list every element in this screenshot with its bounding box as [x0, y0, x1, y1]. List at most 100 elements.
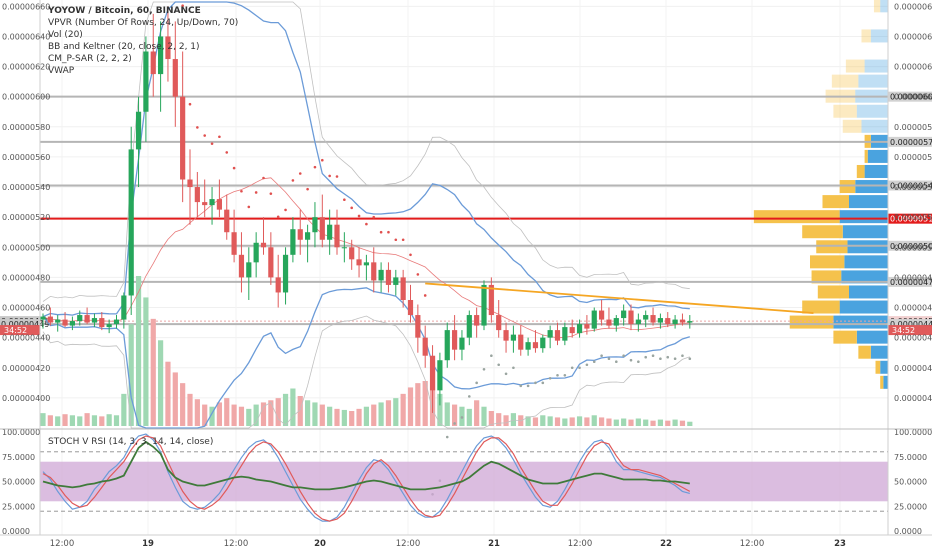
price-tick-right: 0.00000540	[894, 183, 932, 192]
candle-body	[679, 319, 686, 323]
candle-body	[657, 318, 663, 323]
candle-body	[231, 232, 237, 255]
candle-body	[297, 229, 303, 240]
vp-down-bar	[839, 180, 856, 194]
stoch-tick-right: 75.0000	[894, 453, 927, 462]
candle-body	[143, 51, 149, 112]
countdown-left-bg	[0, 325, 40, 336]
volume-bar	[246, 408, 252, 426]
volume-bar	[187, 393, 193, 426]
volume-bar	[584, 417, 590, 426]
psar-dot	[276, 215, 280, 219]
psar-dot	[335, 175, 339, 178]
psar-dot	[548, 377, 552, 380]
vp-up-bar	[856, 104, 888, 118]
psar-dot	[225, 151, 229, 154]
stoch-rsi-pane[interactable]: 100.0000 100.0000 75.0000 75.0000 50.0000 50.…	[2, 428, 932, 536]
volume-bar	[569, 417, 575, 426]
volume-bar	[209, 406, 215, 426]
volume-bar	[128, 324, 134, 426]
candle-body	[312, 217, 318, 233]
volume-bar	[106, 414, 112, 426]
stoch-tick-left: 25.0000	[2, 502, 35, 511]
time-tick: 19	[142, 539, 154, 549]
candle-body	[216, 199, 222, 210]
psar-dot	[497, 363, 501, 367]
psar-dot	[666, 355, 670, 359]
psar-dot	[541, 381, 545, 385]
candle-body	[62, 319, 68, 326]
psar-dot	[637, 360, 640, 364]
candle-body	[481, 284, 487, 326]
candle-body	[91, 318, 98, 323]
level-label-bg	[888, 91, 932, 102]
volume-bar	[650, 420, 656, 426]
volume-bar	[481, 406, 487, 426]
candle-body	[400, 277, 406, 300]
candle-body	[518, 334, 524, 350]
vp-up-bar	[858, 74, 888, 88]
stoch-series-0	[42, 433, 690, 522]
trendline[interactable]	[425, 282, 814, 314]
vp-down-bar	[802, 225, 843, 239]
candle-body	[474, 315, 480, 326]
candle-body	[606, 319, 612, 326]
indicator-vpvr[interactable]: VPVR (Number Of Rows, 24, Up/Down, 70)	[48, 18, 238, 28]
psar-dot	[512, 366, 515, 370]
candles[interactable]	[40, 0, 693, 496]
candle-body	[356, 259, 362, 266]
vp-down-bar	[842, 119, 862, 133]
volume-bar	[40, 413, 46, 426]
psar-dot	[291, 179, 295, 182]
candle-body	[385, 269, 392, 285]
volume-bar	[319, 404, 325, 426]
volume-bar	[216, 402, 222, 426]
candle-body	[253, 242, 259, 263]
price-tick-right: 0.00000660	[894, 2, 932, 11]
psar-dot	[262, 176, 265, 180]
price-tick-right: 0.00000420	[894, 364, 932, 373]
volume-bar	[635, 418, 641, 426]
psar-dot	[490, 354, 493, 358]
volume-bar	[532, 417, 539, 426]
candle-body	[687, 321, 693, 323]
candle-body	[635, 319, 641, 325]
candle-body	[268, 247, 274, 278]
price-tick-left: 0.00000640	[2, 32, 50, 41]
volume-bar	[253, 404, 259, 426]
vp-down-bar	[810, 255, 845, 269]
time-tick: 12:00	[50, 539, 75, 549]
psar-dot	[688, 357, 692, 361]
candle-body	[77, 315, 83, 322]
vp-up-bar	[870, 29, 888, 43]
price-tick-right: 0.00000580	[894, 123, 932, 132]
candle-body	[260, 242, 267, 248]
candle-body	[371, 262, 377, 281]
psar-dot	[269, 192, 273, 195]
price-tick-right: 0.00000620	[894, 63, 932, 72]
psar-dot	[659, 357, 662, 361]
indicator-vol[interactable]: Vol (20)	[48, 30, 83, 40]
psar-dot	[681, 354, 684, 358]
time-tick: 21	[488, 539, 500, 549]
volume-bar	[238, 406, 245, 426]
candle-body	[128, 149, 134, 296]
volume-bar	[371, 404, 377, 426]
volume-bar	[628, 419, 634, 426]
stoch-title[interactable]: STOCH V RSI (14, 3, 3, 14, 14, close)	[48, 437, 213, 447]
psar-dot	[651, 354, 655, 358]
indicator-bb-keltner[interactable]: BB and Keltner (20, close, 2, 2, 1)	[48, 42, 200, 52]
volume-bar	[84, 413, 90, 426]
indicator-vwap[interactable]: VWAP	[48, 66, 75, 76]
indicator-psar[interactable]: CM_P-SAR (2, 2, 2)	[48, 54, 132, 64]
time-tick: 23	[834, 539, 846, 549]
volume-bar	[407, 387, 414, 426]
vp-up-bar	[883, 375, 888, 389]
level-label: 0.00000501	[890, 242, 932, 251]
candle-body	[327, 224, 333, 240]
volume-bar	[297, 396, 303, 426]
legend: YOYOW / Bitcoin, 60, BINANCE VPVR (Numbe…	[47, 6, 238, 447]
volume-bar	[312, 402, 318, 426]
